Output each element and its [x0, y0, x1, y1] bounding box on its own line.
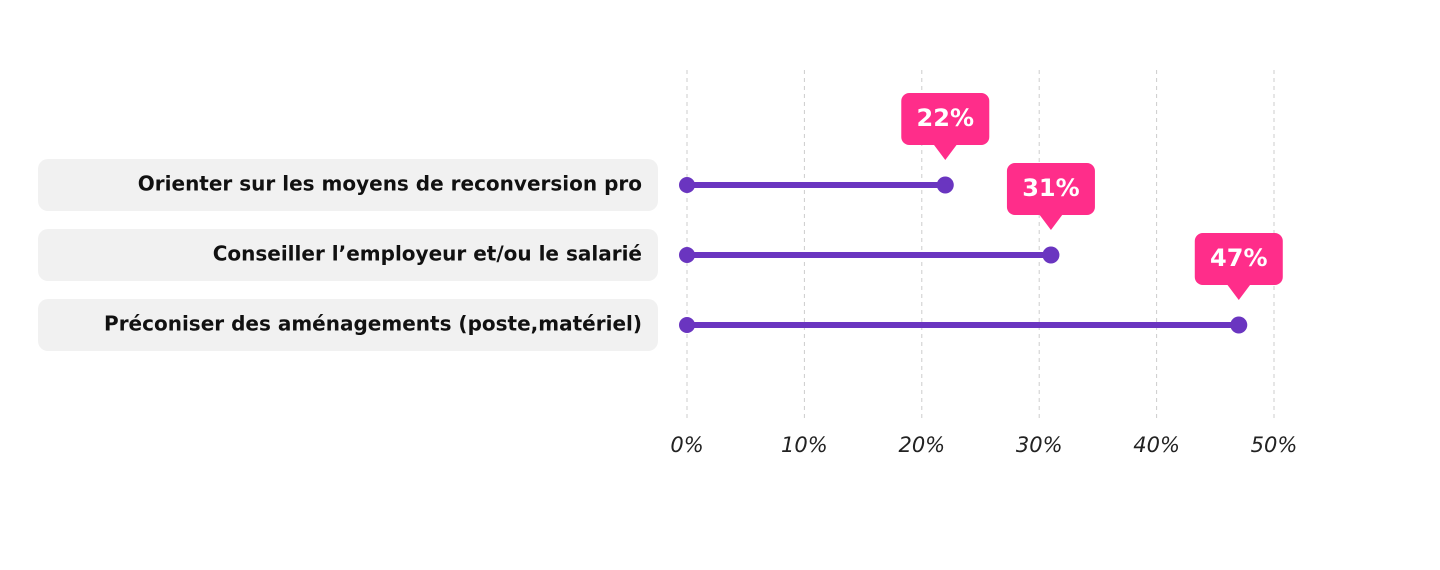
x-tick-label: 50% [1251, 433, 1298, 457]
x-tick-label: 0% [670, 433, 703, 457]
start-dot [679, 177, 695, 193]
start-dot [679, 247, 695, 263]
callout-pointer [933, 144, 958, 160]
x-tick-label: 10% [781, 433, 828, 457]
start-dot [679, 317, 695, 333]
end-dot [1042, 246, 1060, 264]
value-label: 22% [917, 104, 974, 132]
callout-pointer [1226, 284, 1251, 300]
category-label: Conseiller l’employeur et/ou le salarié [213, 242, 642, 266]
category-label: Orienter sur les moyens de reconversion … [138, 172, 642, 196]
x-tick-label: 20% [898, 433, 945, 457]
callout-box [1006, 163, 1095, 215]
callout-pointer [1038, 214, 1063, 230]
callout-box [1194, 233, 1283, 285]
category-box [38, 229, 658, 281]
end-dot [1230, 316, 1248, 334]
end-dot [936, 176, 954, 194]
value-label: 31% [1022, 174, 1079, 202]
x-tick-label: 40% [1133, 433, 1180, 457]
category-box [38, 159, 658, 211]
x-tick-label: 30% [1016, 433, 1063, 457]
category-box [38, 299, 658, 351]
value-label: 47% [1210, 244, 1267, 272]
callout-box [901, 93, 990, 145]
category-label: Préconiser des aménagements (poste,matér… [104, 312, 642, 336]
